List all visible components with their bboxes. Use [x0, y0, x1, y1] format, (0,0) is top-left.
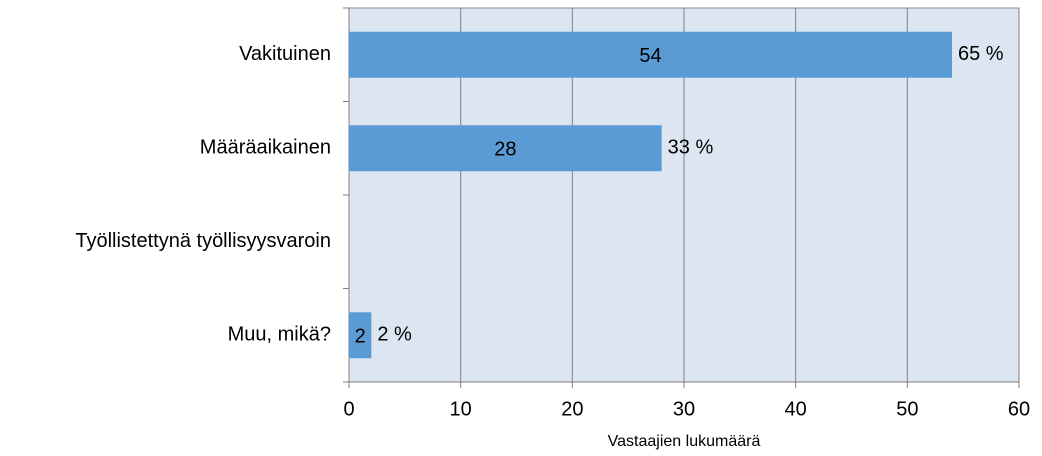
y-tick-label: Vakituinen	[239, 43, 331, 65]
x-tick-label: 0	[343, 398, 354, 420]
x-tick-label: 40	[785, 398, 807, 420]
x-axis-title: Vastaajien lukumäärä	[608, 433, 761, 450]
value-label: 54	[639, 45, 661, 67]
y-tick-label: Määräaikainen	[200, 137, 331, 159]
x-tick-label: 10	[450, 398, 472, 420]
value-label: 28	[494, 139, 516, 161]
y-tick-label: Muu, mikä?	[228, 324, 331, 346]
y-tick-label: Työllistettynä työllisyysvaroin	[75, 230, 331, 252]
share-label: 65 %	[958, 43, 1004, 65]
x-tick-label: 50	[896, 398, 918, 420]
value-label: 2	[355, 326, 366, 348]
x-tick-label: 60	[1008, 398, 1030, 420]
bar	[349, 125, 662, 172]
share-label: 33 %	[668, 137, 714, 159]
x-tick-label: 20	[561, 398, 583, 420]
bar	[349, 31, 952, 78]
x-tick-label: 30	[673, 398, 695, 420]
bar	[349, 312, 372, 359]
share-label: 2 %	[377, 324, 412, 346]
